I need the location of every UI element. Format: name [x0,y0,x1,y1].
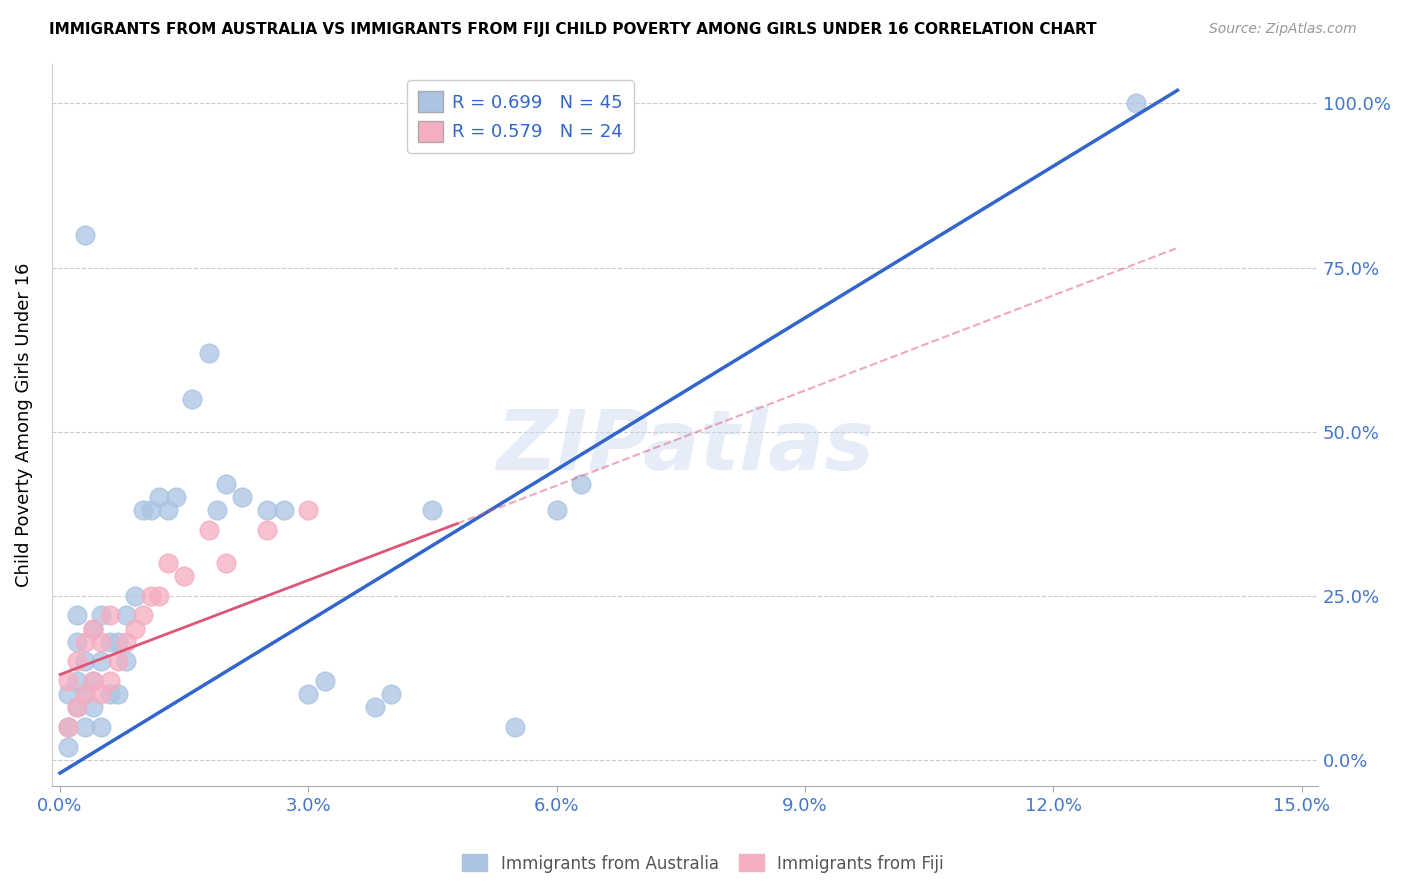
Point [73,687,96,701]
Point [571,477,593,491]
Point [58,739,80,754]
Point [90,655,112,669]
Point [90,608,112,623]
Point [314,674,336,689]
Point [65,634,87,648]
Y-axis label: Child Poverty Among Girls Under 16: Child Poverty Among Girls Under 16 [15,263,32,587]
Point [198,346,221,360]
Point [98,608,121,623]
Point [422,503,444,517]
Text: ZIPatlas: ZIPatlas [496,406,875,487]
Point [107,687,129,701]
Point [98,687,121,701]
Point [82,700,104,714]
Point [214,556,236,570]
Point [58,720,80,734]
Point [82,622,104,636]
Legend: R = 0.699   N = 45, R = 0.579   N = 24: R = 0.699 N = 45, R = 0.579 N = 24 [406,80,634,153]
Point [82,674,104,689]
Point [98,634,121,648]
Point [132,503,155,517]
Point [256,523,278,537]
Point [65,608,87,623]
Point [198,523,221,537]
Text: IMMIGRANTS FROM AUSTRALIA VS IMMIGRANTS FROM FIJI CHILD POVERTY AMONG GIRLS UNDE: IMMIGRANTS FROM AUSTRALIA VS IMMIGRANTS … [49,22,1097,37]
Point [58,674,80,689]
Point [65,700,87,714]
Point [73,227,96,242]
Point [98,674,121,689]
Point [65,700,87,714]
Point [380,687,402,701]
Point [73,720,96,734]
Point [297,687,319,701]
Point [181,392,204,406]
Point [207,503,229,517]
Point [273,503,295,517]
Point [148,491,170,505]
Point [503,720,526,734]
Point [124,589,146,603]
Point [156,503,179,517]
Point [115,634,138,648]
Point [132,608,155,623]
Point [107,655,129,669]
Point [82,674,104,689]
Point [90,634,112,648]
Point [139,589,162,603]
Point [214,477,236,491]
Point [1125,96,1147,111]
Point [90,720,112,734]
Point [73,687,96,701]
Point [82,622,104,636]
Point [256,503,278,517]
Text: Source: ZipAtlas.com: Source: ZipAtlas.com [1209,22,1357,37]
Legend: Immigrants from Australia, Immigrants from Fiji: Immigrants from Australia, Immigrants fr… [456,847,950,880]
Point [58,720,80,734]
Point [173,569,195,583]
Point [73,655,96,669]
Point [231,491,253,505]
Point [546,503,568,517]
Point [65,655,87,669]
Point [139,503,162,517]
Point [297,503,319,517]
Point [148,589,170,603]
Point [73,634,96,648]
Point [124,622,146,636]
Point [165,491,187,505]
Point [115,655,138,669]
Point [65,674,87,689]
Point [363,700,385,714]
Point [107,634,129,648]
Point [90,687,112,701]
Point [115,608,138,623]
Point [58,687,80,701]
Point [156,556,179,570]
